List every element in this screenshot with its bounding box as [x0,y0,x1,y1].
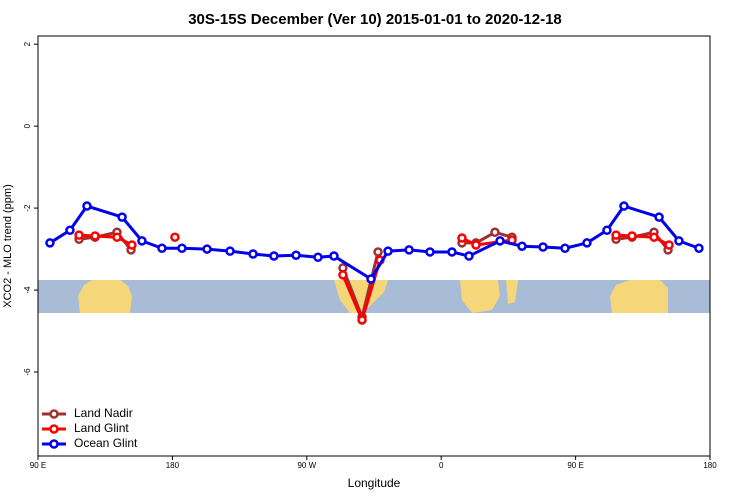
data-point [674,236,684,246]
x-tick-label: 0 [439,461,444,470]
data-point [45,238,55,248]
data-point [117,212,127,222]
data-point [248,249,258,259]
y-tick-label: -6 [23,368,32,376]
data-point [313,252,323,263]
data-point [127,240,137,250]
data-point [65,225,75,235]
data-point [611,230,621,240]
data-point [471,240,481,250]
data-point [404,245,414,255]
data-point [338,270,348,280]
legend-marker [49,409,59,419]
data-point [649,232,659,242]
data-point [495,236,505,246]
data-point [177,243,187,254]
y-tick-label: -2 [23,204,32,212]
chart-title: 30S-15S December (Ver 10) 2015-01-01 to … [188,11,562,28]
legend-marker [49,424,59,434]
data-point [74,230,84,240]
legend-label: Land Glint [74,421,129,435]
y-tick-label: -4 [23,286,32,294]
data-point [112,232,122,242]
data-point [225,246,235,256]
x-tick-label: 90 E [567,461,583,470]
data-point [619,201,629,211]
data-point [82,201,92,211]
data-point [654,212,664,222]
data-point [202,244,212,254]
data-point [457,233,467,243]
x-axis-label: Longitude [348,476,401,490]
data-point [627,231,637,241]
data-point [329,251,339,261]
data-point [90,231,100,241]
y-tick-label: 0 [23,123,32,128]
data-point [582,238,592,248]
data-point [425,247,435,257]
plot-frame [37,35,711,457]
data-point [357,315,367,325]
data-point [170,232,180,242]
data-point [694,243,704,254]
data-point [373,247,383,257]
data-point [602,225,612,235]
x-tick-label: 90 E [30,461,46,470]
data-point [137,236,147,246]
data-point [464,251,474,261]
data-point [560,243,570,254]
data-point [517,241,527,251]
data-point [664,240,674,250]
data-point [447,247,457,257]
data-point [383,246,393,256]
legend-marker [49,439,59,449]
data-point [291,250,301,260]
legend-label: Land Nadir [74,406,133,420]
x-tick-label: 90 W [297,461,316,470]
legend-label: Ocean Glint [74,436,138,450]
y-axis-label: XCO2 - MLO trend (ppm) [2,184,14,307]
x-tick-label: 180 [166,461,180,470]
data-point [269,251,279,261]
data-point [157,243,167,254]
data-point [538,242,548,252]
y-tick-label: 2 [23,41,32,46]
data-point [490,227,500,238]
x-tick-label: 180 [703,461,717,470]
data-point [366,274,376,284]
